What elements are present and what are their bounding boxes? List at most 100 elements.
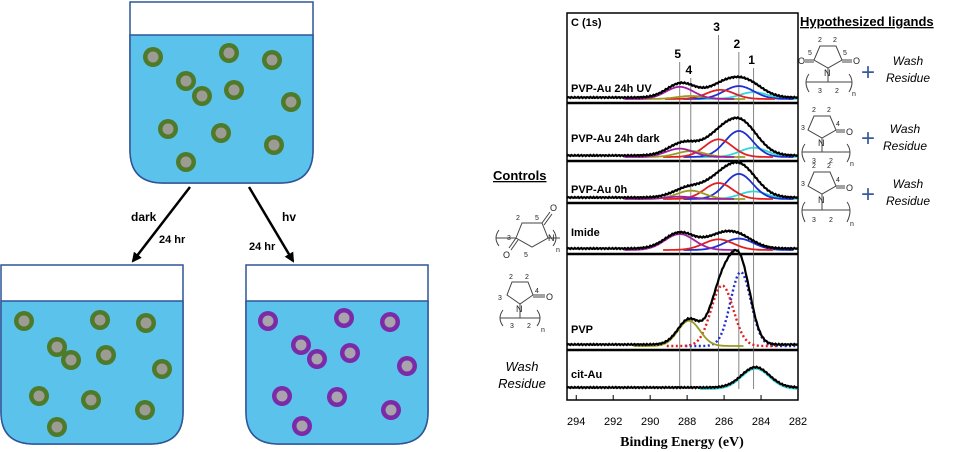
- imide-O1: O: [550, 203, 557, 213]
- hyp3-wash: Wash: [893, 177, 924, 191]
- x-tick-label: 286: [715, 416, 733, 428]
- hyp-structure-1: [805, 45, 853, 93]
- hyp-structure-3: [801, 171, 851, 223]
- hyp2-N: N: [818, 138, 825, 148]
- nanoparticle-core: [266, 54, 278, 66]
- imide-sub: n: [556, 247, 560, 254]
- nanoparticle-core: [156, 363, 168, 375]
- hyp1-sub: n: [852, 91, 856, 98]
- nanoparticle-core: [296, 420, 308, 432]
- spectrum-envelope: [566, 248, 799, 347]
- hyp3-residue: Residue: [886, 194, 930, 208]
- hyp2-n1: 2: [812, 107, 816, 114]
- component-blue: [683, 85, 794, 100]
- hyp2-n3: 3: [801, 125, 805, 132]
- hyp3-sub: n: [850, 221, 854, 228]
- x-tick-label: 284: [752, 416, 770, 428]
- hyp2-O: O: [846, 127, 853, 137]
- hyp3-n3: 3: [801, 181, 805, 188]
- component-red: [666, 284, 777, 348]
- controls-residue: Residue: [498, 376, 546, 391]
- component-cyan: [700, 367, 798, 390]
- component-olive: [633, 319, 744, 347]
- nanoparticle-core: [196, 90, 208, 102]
- nanoparticle-core: [18, 315, 30, 327]
- peak-label-1: 1: [748, 53, 755, 67]
- hyp1-n5: 3: [818, 88, 822, 95]
- imide-n4: 5: [524, 252, 528, 259]
- spectrum-label: PVP-Au 24h UV: [571, 83, 652, 95]
- hyp1-wash: Wash: [893, 54, 924, 68]
- hyp-structure-2: [801, 115, 851, 163]
- hyp3-n2: 2: [827, 163, 831, 170]
- component-blue: [683, 237, 794, 251]
- hyp1-n3: 5: [808, 50, 812, 57]
- x-tick-label: 290: [641, 416, 659, 428]
- nanoparticle-core: [100, 349, 112, 361]
- nanoparticle-core: [94, 314, 106, 326]
- pvp-structure: [499, 281, 545, 327]
- nanoparticle-core: [344, 347, 356, 359]
- component-red: [663, 182, 774, 200]
- peak-label-2: 2: [734, 37, 741, 51]
- hyp2-sub: n: [850, 161, 854, 168]
- imide-structure: [495, 211, 560, 251]
- pvp-O: O: [546, 292, 553, 302]
- xps-frame: [566, 12, 799, 401]
- x-tick-label: 288: [678, 416, 696, 428]
- spectrum-envelope: [566, 365, 799, 390]
- imide-n1: 2: [516, 215, 520, 222]
- spectrum-envelope: [566, 229, 799, 251]
- nanoparticle-core: [331, 391, 343, 403]
- hyp2-n2: 2: [827, 107, 831, 114]
- nanoparticle-core: [295, 339, 307, 351]
- hyp2-n6: 2: [829, 158, 833, 165]
- component-blue: [685, 270, 796, 348]
- nanoparticle-core: [147, 51, 159, 63]
- hyp3-plus: +: [861, 181, 875, 208]
- spectrum-label: PVP-Au 0h: [571, 184, 628, 196]
- pvp-n2: 2: [525, 274, 529, 281]
- hyp2-residue: Residue: [883, 139, 927, 153]
- nanoparticle-core: [228, 84, 240, 96]
- hyp3-O: O: [846, 183, 853, 193]
- component-red: [663, 238, 774, 251]
- hypothesized-title: Hypothesized ligands: [800, 14, 934, 29]
- x-tick-label: 282: [789, 416, 807, 428]
- spectrum-label: cit-Au: [571, 369, 602, 381]
- beaker-hv: [245, 264, 429, 445]
- nanoparticle-core: [384, 316, 396, 328]
- pvp-n3: 3: [498, 295, 502, 302]
- component-red: [663, 138, 774, 158]
- spectrum-envelope: [566, 160, 799, 200]
- hyp2-n4: 4: [836, 121, 840, 128]
- nanoparticle-core: [338, 312, 350, 324]
- xps-xlabel: Binding Energy (eV): [620, 435, 744, 450]
- peak-label-5: 5: [674, 47, 681, 61]
- pvp-n5: 3: [510, 323, 514, 330]
- particles-dark: [14, 310, 172, 437]
- pvp-n6: 2: [527, 323, 531, 330]
- hyp3-N: N: [818, 195, 825, 205]
- hyp1-O2: O: [853, 56, 860, 66]
- hyp2-n5: 3: [812, 158, 816, 165]
- hyp3-n6: 2: [829, 217, 833, 224]
- pvp-N: N: [516, 304, 523, 314]
- arrow-dark-label: dark: [131, 210, 157, 224]
- nanoparticle-core: [215, 127, 227, 139]
- x-tick-label: 292: [604, 416, 622, 428]
- hyp1-plus: +: [861, 59, 875, 86]
- component-red: [664, 89, 775, 100]
- nanoparticle-core: [268, 139, 280, 151]
- xps-panel-label: C (1s): [571, 17, 602, 29]
- arrow-dark-time: 24 hr: [159, 234, 186, 246]
- hyp3-n4: 4: [836, 177, 840, 184]
- beaker-dark: [0, 264, 184, 445]
- hyp3-n1: 2: [812, 163, 816, 170]
- hyp1-n2: 2: [833, 37, 837, 44]
- spectrum-envelope: [566, 115, 799, 158]
- nanoparticle-core: [65, 354, 77, 366]
- hyp1-n6: 2: [835, 88, 839, 95]
- nanoparticle-core: [51, 341, 63, 353]
- pvp-n1: 2: [509, 274, 513, 281]
